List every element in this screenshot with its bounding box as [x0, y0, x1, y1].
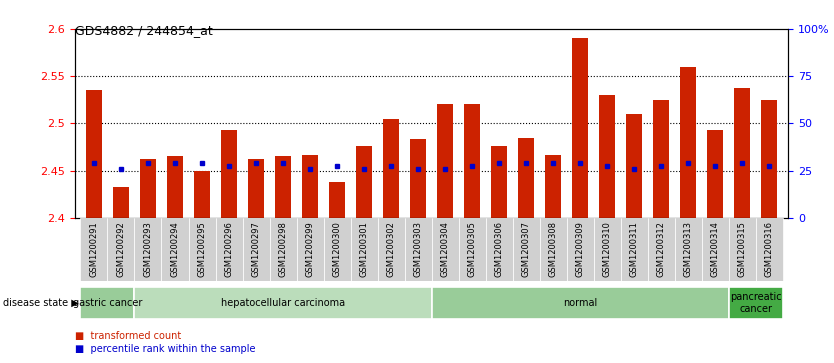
Text: GSM1200306: GSM1200306 — [495, 221, 504, 277]
Bar — [113, 187, 129, 218]
Bar — [729, 287, 783, 319]
Bar — [761, 100, 777, 218]
Bar — [572, 37, 588, 218]
Bar — [378, 218, 404, 281]
Bar — [356, 146, 372, 218]
Bar — [410, 139, 426, 218]
Bar — [626, 114, 642, 218]
Bar — [275, 156, 291, 218]
Text: GSM1200307: GSM1200307 — [521, 221, 530, 277]
Bar — [756, 218, 783, 281]
Text: GSM1200312: GSM1200312 — [656, 221, 666, 277]
Text: GSM1200292: GSM1200292 — [117, 221, 125, 277]
Text: GSM1200316: GSM1200316 — [765, 221, 774, 277]
Text: GSM1200308: GSM1200308 — [549, 221, 558, 277]
Text: hepatocellular carcinoma: hepatocellular carcinoma — [221, 298, 345, 308]
Bar — [620, 218, 648, 281]
Bar — [459, 218, 485, 281]
Text: GSM1200314: GSM1200314 — [711, 221, 720, 277]
Bar — [594, 218, 620, 281]
Text: GSM1200303: GSM1200303 — [414, 221, 423, 277]
Text: GSM1200293: GSM1200293 — [143, 221, 153, 277]
Text: ■  transformed count: ■ transformed count — [75, 331, 181, 342]
Text: GSM1200309: GSM1200309 — [575, 221, 585, 277]
Bar — [648, 218, 675, 281]
Text: normal: normal — [563, 298, 597, 308]
Text: GSM1200294: GSM1200294 — [170, 221, 179, 277]
Bar — [491, 146, 507, 218]
Bar — [464, 103, 480, 218]
Bar — [707, 130, 723, 218]
Bar — [383, 119, 399, 218]
Bar — [729, 218, 756, 281]
Bar — [432, 287, 729, 319]
Bar — [566, 218, 594, 281]
Bar — [404, 218, 432, 281]
Text: gastric cancer: gastric cancer — [73, 298, 142, 308]
Bar — [86, 90, 102, 218]
Bar — [167, 156, 183, 218]
Text: GSM1200298: GSM1200298 — [279, 221, 288, 277]
Bar — [675, 218, 701, 281]
Text: GSM1200297: GSM1200297 — [252, 221, 260, 277]
Bar — [221, 130, 237, 218]
Text: GSM1200311: GSM1200311 — [630, 221, 639, 277]
Bar — [324, 218, 350, 281]
Text: GSM1200310: GSM1200310 — [603, 221, 611, 277]
Bar — [269, 218, 297, 281]
Bar — [134, 287, 432, 319]
Bar — [140, 159, 156, 218]
Bar — [350, 218, 378, 281]
Bar — [540, 218, 566, 281]
Bar — [437, 103, 453, 218]
Bar — [653, 100, 669, 218]
Bar — [108, 218, 134, 281]
Bar — [518, 138, 535, 218]
Text: GSM1200295: GSM1200295 — [198, 221, 207, 277]
Bar — [545, 155, 561, 218]
Bar — [80, 218, 108, 281]
Text: pancreatic
cancer: pancreatic cancer — [730, 292, 781, 314]
Bar — [243, 218, 269, 281]
Bar — [513, 218, 540, 281]
Bar — [188, 218, 215, 281]
Bar — [599, 95, 615, 218]
Bar — [134, 218, 162, 281]
Text: GDS4882 / 244854_at: GDS4882 / 244854_at — [75, 24, 213, 37]
Bar — [329, 182, 345, 218]
Text: GSM1200291: GSM1200291 — [89, 221, 98, 277]
Text: GSM1200315: GSM1200315 — [738, 221, 746, 277]
Text: GSM1200305: GSM1200305 — [468, 221, 476, 277]
Bar — [248, 159, 264, 218]
Text: GSM1200301: GSM1200301 — [359, 221, 369, 277]
Bar — [701, 218, 729, 281]
Text: ■  percentile rank within the sample: ■ percentile rank within the sample — [75, 344, 255, 354]
Bar — [80, 287, 134, 319]
Text: GSM1200313: GSM1200313 — [684, 221, 693, 277]
Text: GSM1200299: GSM1200299 — [305, 221, 314, 277]
Text: disease state ▶: disease state ▶ — [3, 298, 78, 308]
Bar — [734, 89, 751, 218]
Text: GSM1200300: GSM1200300 — [333, 221, 342, 277]
Bar — [432, 218, 459, 281]
Bar — [485, 218, 513, 281]
Bar — [162, 218, 188, 281]
Text: GSM1200302: GSM1200302 — [387, 221, 395, 277]
Text: GSM1200296: GSM1200296 — [224, 221, 234, 277]
Text: GSM1200304: GSM1200304 — [440, 221, 450, 277]
Bar — [680, 67, 696, 218]
Bar — [215, 218, 243, 281]
Bar — [302, 155, 318, 218]
Bar — [297, 218, 324, 281]
Bar — [193, 171, 210, 218]
